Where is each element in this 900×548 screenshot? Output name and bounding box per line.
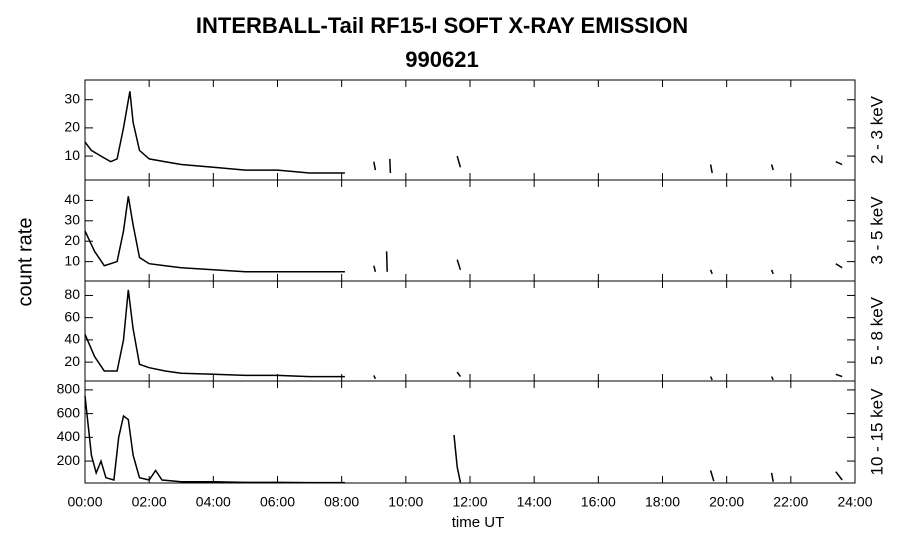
panel-frame xyxy=(84,79,856,181)
data-line xyxy=(709,164,713,174)
x-tick-label: 16:00 xyxy=(581,494,616,510)
y-tick-label: 800 xyxy=(57,381,81,397)
x-tick-label: 02:00 xyxy=(132,494,167,510)
y-tick-label: 20 xyxy=(64,353,80,369)
data-line xyxy=(456,259,462,271)
y-tick-label: 400 xyxy=(57,428,81,444)
x-tick-label: 06:00 xyxy=(260,494,295,510)
x-tick-label: 10:00 xyxy=(388,494,423,510)
y-tick-label: 20 xyxy=(64,119,80,135)
x-tick-label: 18:00 xyxy=(645,494,680,510)
data-line xyxy=(84,395,345,484)
panel-frame xyxy=(84,380,856,484)
y-tick-label: 200 xyxy=(57,452,81,468)
data-line xyxy=(373,161,377,171)
y-tick-label: 600 xyxy=(57,404,81,420)
chart-subtitle: 990621 xyxy=(405,47,478,72)
data-line xyxy=(835,161,843,166)
x-axis-label: time UT xyxy=(452,514,505,531)
data-line xyxy=(456,155,462,168)
y-axis-label: count rate xyxy=(14,218,36,307)
data-line xyxy=(709,376,713,381)
data-line xyxy=(373,375,377,380)
y-tick-label: 20 xyxy=(64,232,80,248)
x-tick-label: 12:00 xyxy=(452,494,487,510)
x-tick-label: 22:00 xyxy=(773,494,808,510)
y-tick-label: 60 xyxy=(64,308,80,324)
y-tick-label: 30 xyxy=(64,212,80,228)
panel-frame xyxy=(84,280,856,382)
y-tick-label: 40 xyxy=(64,331,80,347)
band-label: 2 - 3 keV xyxy=(867,95,886,164)
x-tick-label: 20:00 xyxy=(709,494,744,510)
x-tick-label: 04:00 xyxy=(196,494,231,510)
data-line xyxy=(385,251,388,272)
x-tick-label: 14:00 xyxy=(517,494,552,510)
band-label: 10 - 15 keV xyxy=(867,388,886,476)
data-line xyxy=(84,196,345,273)
x-tick-label: 00:00 xyxy=(67,494,102,510)
y-tick-label: 80 xyxy=(64,286,80,302)
chart-title: INTERBALL-Tail RF15-I SOFT X-RAY EMISSIO… xyxy=(196,13,688,38)
data-line xyxy=(835,263,843,269)
data-line xyxy=(456,371,462,378)
data-line xyxy=(835,373,843,378)
data-line xyxy=(835,471,843,481)
data-line xyxy=(389,158,392,174)
x-tick-label: 08:00 xyxy=(324,494,359,510)
panel-frame xyxy=(84,179,856,282)
data-line xyxy=(709,470,715,482)
data-line xyxy=(770,376,774,381)
y-tick-label: 10 xyxy=(64,147,80,163)
data-line xyxy=(770,472,774,482)
y-tick-label: 30 xyxy=(64,90,80,106)
y-tick-label: 40 xyxy=(64,191,80,207)
band-label: 3 - 5 keV xyxy=(867,196,886,265)
data-line xyxy=(453,434,462,483)
data-line xyxy=(84,91,345,174)
data-line xyxy=(84,289,345,378)
y-tick-label: 10 xyxy=(64,252,80,268)
data-line xyxy=(770,164,774,171)
x-tick-label: 24:00 xyxy=(837,494,872,510)
data-line xyxy=(709,269,713,275)
data-line xyxy=(770,269,774,275)
data-line xyxy=(373,265,377,272)
band-label: 5 - 8 keV xyxy=(867,296,886,365)
